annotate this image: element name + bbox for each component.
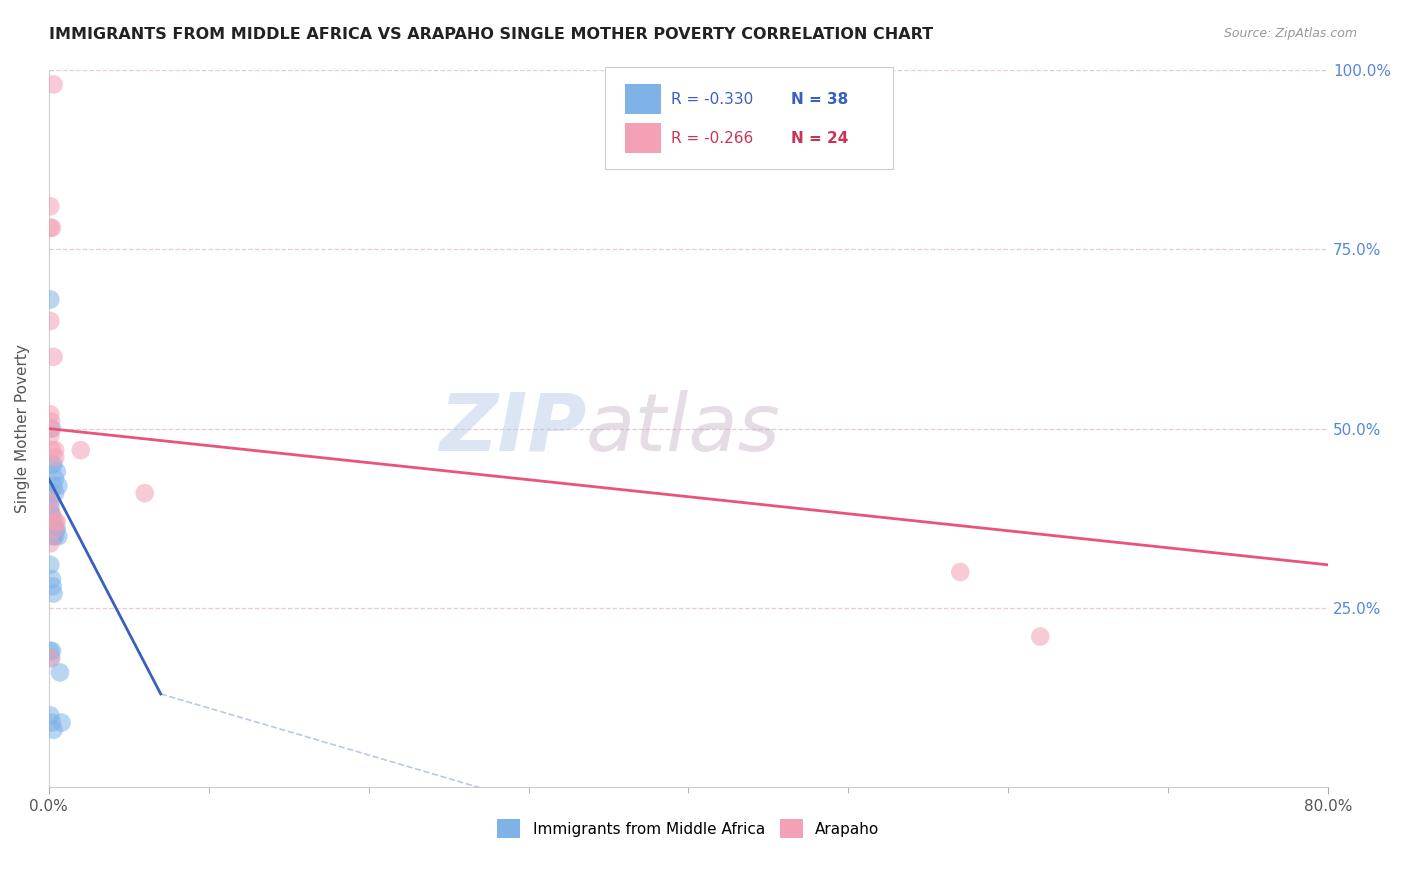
- Point: [41, 443, 63, 458]
- Point: [41, 508, 63, 522]
- Point: [44, 450, 66, 465]
- Point: [39, 293, 62, 307]
- Text: R = -0.266: R = -0.266: [671, 130, 754, 145]
- Point: [41, 715, 63, 730]
- FancyBboxPatch shape: [626, 84, 661, 114]
- Point: [45, 522, 67, 536]
- Text: atlas: atlas: [586, 390, 780, 467]
- Point: [41, 458, 63, 472]
- Text: R = -0.330: R = -0.330: [671, 92, 754, 107]
- Point: [45, 465, 67, 479]
- Point: [42, 350, 65, 364]
- Point: [44, 443, 66, 458]
- Point: [41, 508, 63, 522]
- Point: [41, 522, 63, 536]
- Text: IMMIGRANTS FROM MIDDLE AFRICA VS ARAPAHO SINGLE MOTHER POVERTY CORRELATION CHART: IMMIGRANTS FROM MIDDLE AFRICA VS ARAPAHO…: [49, 27, 934, 42]
- Point: [39, 651, 62, 665]
- Point: [39, 414, 62, 428]
- Text: Source: ZipAtlas.com: Source: ZipAtlas.com: [1223, 27, 1357, 40]
- Point: [39, 429, 62, 443]
- Point: [39, 651, 62, 665]
- Point: [42, 579, 65, 593]
- Point: [44, 486, 66, 500]
- Point: [42, 515, 65, 529]
- Text: ZIP: ZIP: [439, 390, 586, 467]
- Point: [45, 515, 67, 529]
- Point: [49, 665, 72, 680]
- Point: [39, 407, 62, 421]
- Point: [39, 644, 62, 658]
- Point: [39, 493, 62, 508]
- Point: [41, 220, 63, 235]
- Point: [46, 479, 69, 493]
- Text: N = 24: N = 24: [790, 130, 848, 145]
- Point: [1029, 630, 1052, 644]
- Point: [44, 529, 66, 543]
- Point: [39, 421, 62, 435]
- Text: N = 38: N = 38: [790, 92, 848, 107]
- Point: [69, 443, 91, 458]
- Point: [44, 472, 66, 486]
- Point: [949, 565, 972, 579]
- Point: [42, 458, 65, 472]
- Point: [39, 508, 62, 522]
- Point: [42, 529, 65, 543]
- Point: [44, 515, 66, 529]
- Point: [39, 314, 62, 328]
- Point: [39, 199, 62, 213]
- Legend: Immigrants from Middle Africa, Arapaho: Immigrants from Middle Africa, Arapaho: [491, 814, 886, 844]
- Point: [41, 515, 63, 529]
- Point: [46, 529, 69, 543]
- Point: [42, 586, 65, 600]
- Point: [42, 529, 65, 543]
- Point: [39, 558, 62, 572]
- Point: [41, 572, 63, 586]
- Point: [41, 644, 63, 658]
- Point: [44, 522, 66, 536]
- Point: [39, 493, 62, 508]
- Point: [39, 220, 62, 235]
- Point: [39, 486, 62, 500]
- Point: [39, 500, 62, 515]
- Point: [39, 708, 62, 723]
- Point: [42, 522, 65, 536]
- Point: [42, 479, 65, 493]
- Point: [39, 536, 62, 550]
- Point: [134, 486, 156, 500]
- Point: [39, 515, 62, 529]
- Point: [44, 522, 66, 536]
- Point: [41, 421, 63, 435]
- Point: [39, 522, 62, 536]
- FancyBboxPatch shape: [626, 122, 661, 153]
- Point: [42, 78, 65, 92]
- Point: [51, 715, 73, 730]
- Y-axis label: Single Mother Poverty: Single Mother Poverty: [15, 344, 30, 513]
- Point: [42, 723, 65, 737]
